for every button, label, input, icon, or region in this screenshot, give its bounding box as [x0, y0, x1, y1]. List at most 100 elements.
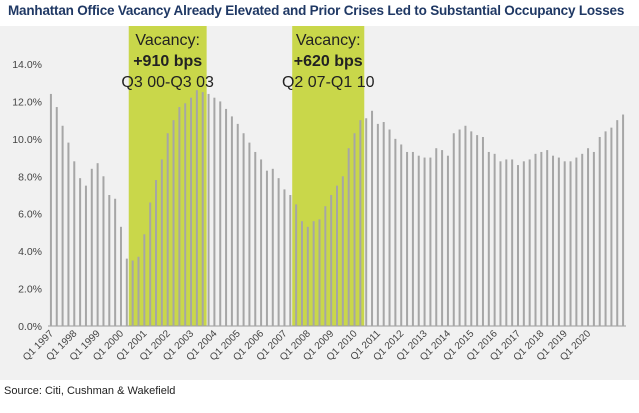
- bar: [312, 221, 315, 326]
- bar: [452, 133, 455, 326]
- bar: [90, 168, 93, 326]
- bar: [552, 155, 555, 326]
- bar: [61, 125, 64, 326]
- bar: [102, 176, 105, 326]
- bar: [546, 150, 549, 326]
- source-note: Source: Citi, Cushman & Wakefield: [4, 385, 176, 397]
- y-tick-label: 4.0%: [18, 246, 42, 258]
- bar: [516, 165, 519, 326]
- chart-title: Manhattan Office Vacancy Already Elevate…: [8, 3, 625, 18]
- bar: [511, 159, 514, 326]
- bar: [336, 185, 338, 326]
- bar: [446, 155, 449, 326]
- bar: [108, 195, 111, 326]
- annotation-label: Vacancy:: [135, 32, 200, 49]
- bar: [131, 260, 134, 326]
- bar: [540, 151, 543, 326]
- bar: [587, 148, 590, 326]
- bar: [330, 195, 333, 326]
- y-tick-label: 14.0%: [12, 59, 42, 71]
- bar: [371, 110, 374, 327]
- bar: [172, 120, 175, 327]
- annotation-change: +620 bps: [294, 53, 363, 70]
- bar: [464, 125, 467, 326]
- bar: [114, 198, 117, 326]
- y-tick-label: 8.0%: [18, 171, 42, 183]
- bar: [84, 185, 87, 326]
- bar: [219, 101, 222, 326]
- bar: [236, 123, 239, 326]
- bar: [353, 133, 356, 326]
- bar: [149, 202, 152, 326]
- bar: [137, 256, 140, 326]
- y-tick-label: 0.0%: [18, 321, 42, 333]
- bar: [248, 142, 251, 326]
- bar: [265, 170, 268, 326]
- bar: [534, 153, 537, 326]
- bar: [201, 92, 204, 326]
- bar: [622, 114, 625, 327]
- bar: [557, 157, 560, 326]
- annotation-change: +910 bps: [133, 53, 202, 70]
- bar: [417, 155, 420, 326]
- bar: [49, 93, 52, 326]
- bar: [359, 120, 362, 327]
- bar: [306, 226, 309, 326]
- bar: [73, 161, 76, 326]
- bar: [476, 135, 479, 326]
- bar: [388, 129, 391, 326]
- bar-chart: 0.0% 2.0% 4.0% 6.0% 8.0% 10.0% 12.0% 14.0% Q1 1…: [12, 26, 626, 363]
- bar: [230, 116, 233, 327]
- bar: [581, 153, 584, 326]
- bar: [324, 206, 327, 326]
- bar: [143, 234, 146, 326]
- bar: [79, 178, 82, 326]
- bar: [569, 161, 572, 326]
- annotation-period: Q3 00-Q3 03: [121, 74, 214, 91]
- bar: [441, 150, 444, 326]
- bar: [499, 161, 502, 326]
- bar: [505, 159, 508, 326]
- annotation-label: Vacancy:: [296, 32, 361, 49]
- bar: [55, 107, 58, 327]
- bar: [435, 148, 438, 326]
- bar: [271, 168, 274, 326]
- bar-series: [49, 90, 625, 327]
- bar: [528, 159, 531, 326]
- bar: [178, 107, 181, 327]
- highlight-region-2: [292, 26, 365, 326]
- bar: [125, 258, 128, 326]
- bar: [96, 163, 99, 326]
- bar: [166, 133, 169, 326]
- bar: [429, 157, 432, 326]
- bar: [376, 123, 379, 326]
- bar: [318, 219, 321, 326]
- bar: [184, 103, 187, 326]
- bar: [481, 136, 484, 326]
- y-tick-label: 2.0%: [18, 284, 42, 296]
- bar: [195, 90, 198, 326]
- bar: [493, 153, 496, 326]
- bar: [295, 204, 298, 326]
- bar: [592, 151, 595, 326]
- bar: [300, 221, 303, 326]
- bar: [254, 151, 257, 326]
- bar: [67, 142, 70, 326]
- bar: [289, 195, 292, 326]
- y-tick-label: 12.0%: [12, 96, 42, 108]
- bar: [242, 133, 245, 326]
- bar: [365, 118, 368, 327]
- bar: [563, 161, 566, 326]
- annotations: Vacancy: +910 bps Q3 00-Q3 03 Vacancy: +620 …: [121, 32, 374, 91]
- bar: [604, 131, 607, 326]
- bar: [155, 180, 158, 326]
- bar: [190, 97, 193, 326]
- bar: [207, 93, 210, 326]
- bar: [522, 161, 525, 326]
- bar: [406, 151, 409, 326]
- bar: [470, 131, 473, 326]
- bar: [277, 178, 280, 326]
- annotation-period: Q2 07-Q1 10: [282, 74, 375, 91]
- bar: [260, 159, 263, 326]
